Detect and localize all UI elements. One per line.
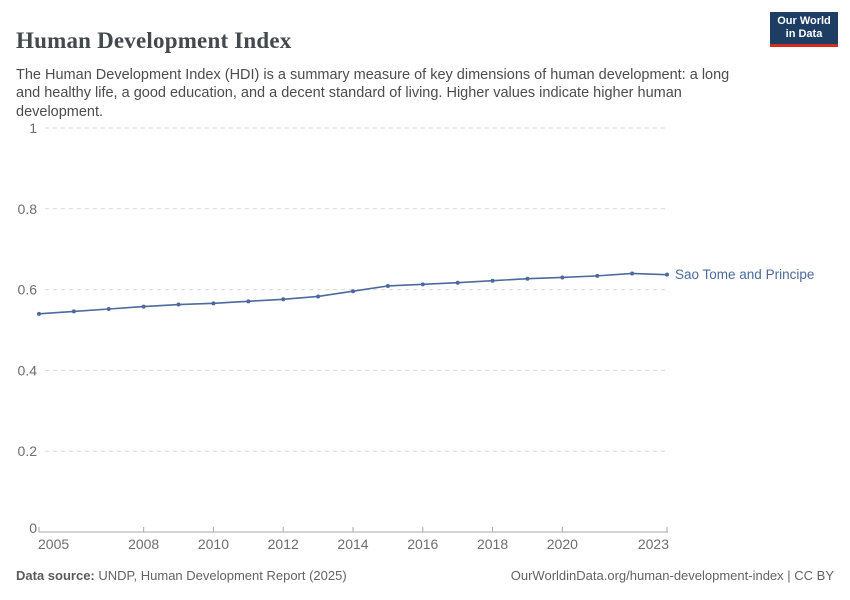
- data-point: [595, 273, 600, 278]
- owid-logo-line2: in Data: [785, 28, 823, 40]
- y-tick-label: 0: [29, 520, 37, 536]
- data-point: [385, 283, 390, 288]
- x-tick-label: 2018: [477, 536, 508, 552]
- data-point: [211, 301, 216, 306]
- x-tick-label: 2023: [638, 536, 669, 552]
- data-point: [71, 309, 76, 314]
- data-source: Data source: UNDP, Human Development Rep…: [16, 568, 347, 583]
- series-entity-label: Sao Tome and Principe: [675, 267, 814, 282]
- hdi-line-chart: 0 0.2 0.4 0.6 0.8 1 2005 2008 2010 2012 2014 2016 20…: [18, 120, 815, 552]
- y-tick-label: 1: [29, 120, 37, 136]
- data-point: [665, 272, 669, 277]
- y-tick-label: 0.4: [18, 362, 38, 378]
- owid-logo[interactable]: Our World in Data: [770, 12, 838, 47]
- data-point: [351, 289, 355, 294]
- credit-link[interactable]: OurWorldinData.org/human-development-ind…: [510, 568, 834, 583]
- data-point: [420, 282, 425, 287]
- hdi-line: [38, 272, 668, 315]
- data-point: [455, 280, 460, 285]
- data-point: [37, 311, 41, 316]
- y-tick-label: 0.6: [18, 282, 38, 298]
- data-point: [176, 302, 181, 307]
- y-tick-label: 0.2: [18, 443, 38, 459]
- data-point: [560, 275, 565, 280]
- owid-logo-line1: Our World: [777, 15, 831, 27]
- data-source-value: UNDP, Human Development Report (2025): [94, 568, 347, 583]
- x-tick-label: 2012: [268, 536, 299, 552]
- y-tick-label: 0.8: [18, 201, 38, 217]
- page-subtitle: The Human Development Index (HDI) is a s…: [16, 66, 730, 120]
- data-point: [490, 278, 495, 283]
- x-tick-label: 2010: [198, 536, 229, 552]
- data-point: [106, 306, 111, 311]
- data-point: [246, 299, 251, 304]
- data-point: [141, 304, 146, 309]
- x-tick-label: 2016: [407, 536, 438, 552]
- x-tick-label: 2014: [337, 536, 368, 552]
- data-point: [630, 271, 635, 276]
- x-tick-label: 2005: [38, 536, 69, 552]
- data-source-label: Data source:: [16, 568, 95, 583]
- x-tick-label: 2020: [547, 536, 578, 552]
- data-point: [316, 294, 321, 299]
- page-title: Human Development Index: [16, 28, 292, 54]
- data-point: [525, 276, 530, 281]
- x-tick-label: 2008: [128, 536, 159, 552]
- data-point: [281, 297, 286, 302]
- chart-footer: Data source: UNDP, Human Development Rep…: [16, 568, 834, 583]
